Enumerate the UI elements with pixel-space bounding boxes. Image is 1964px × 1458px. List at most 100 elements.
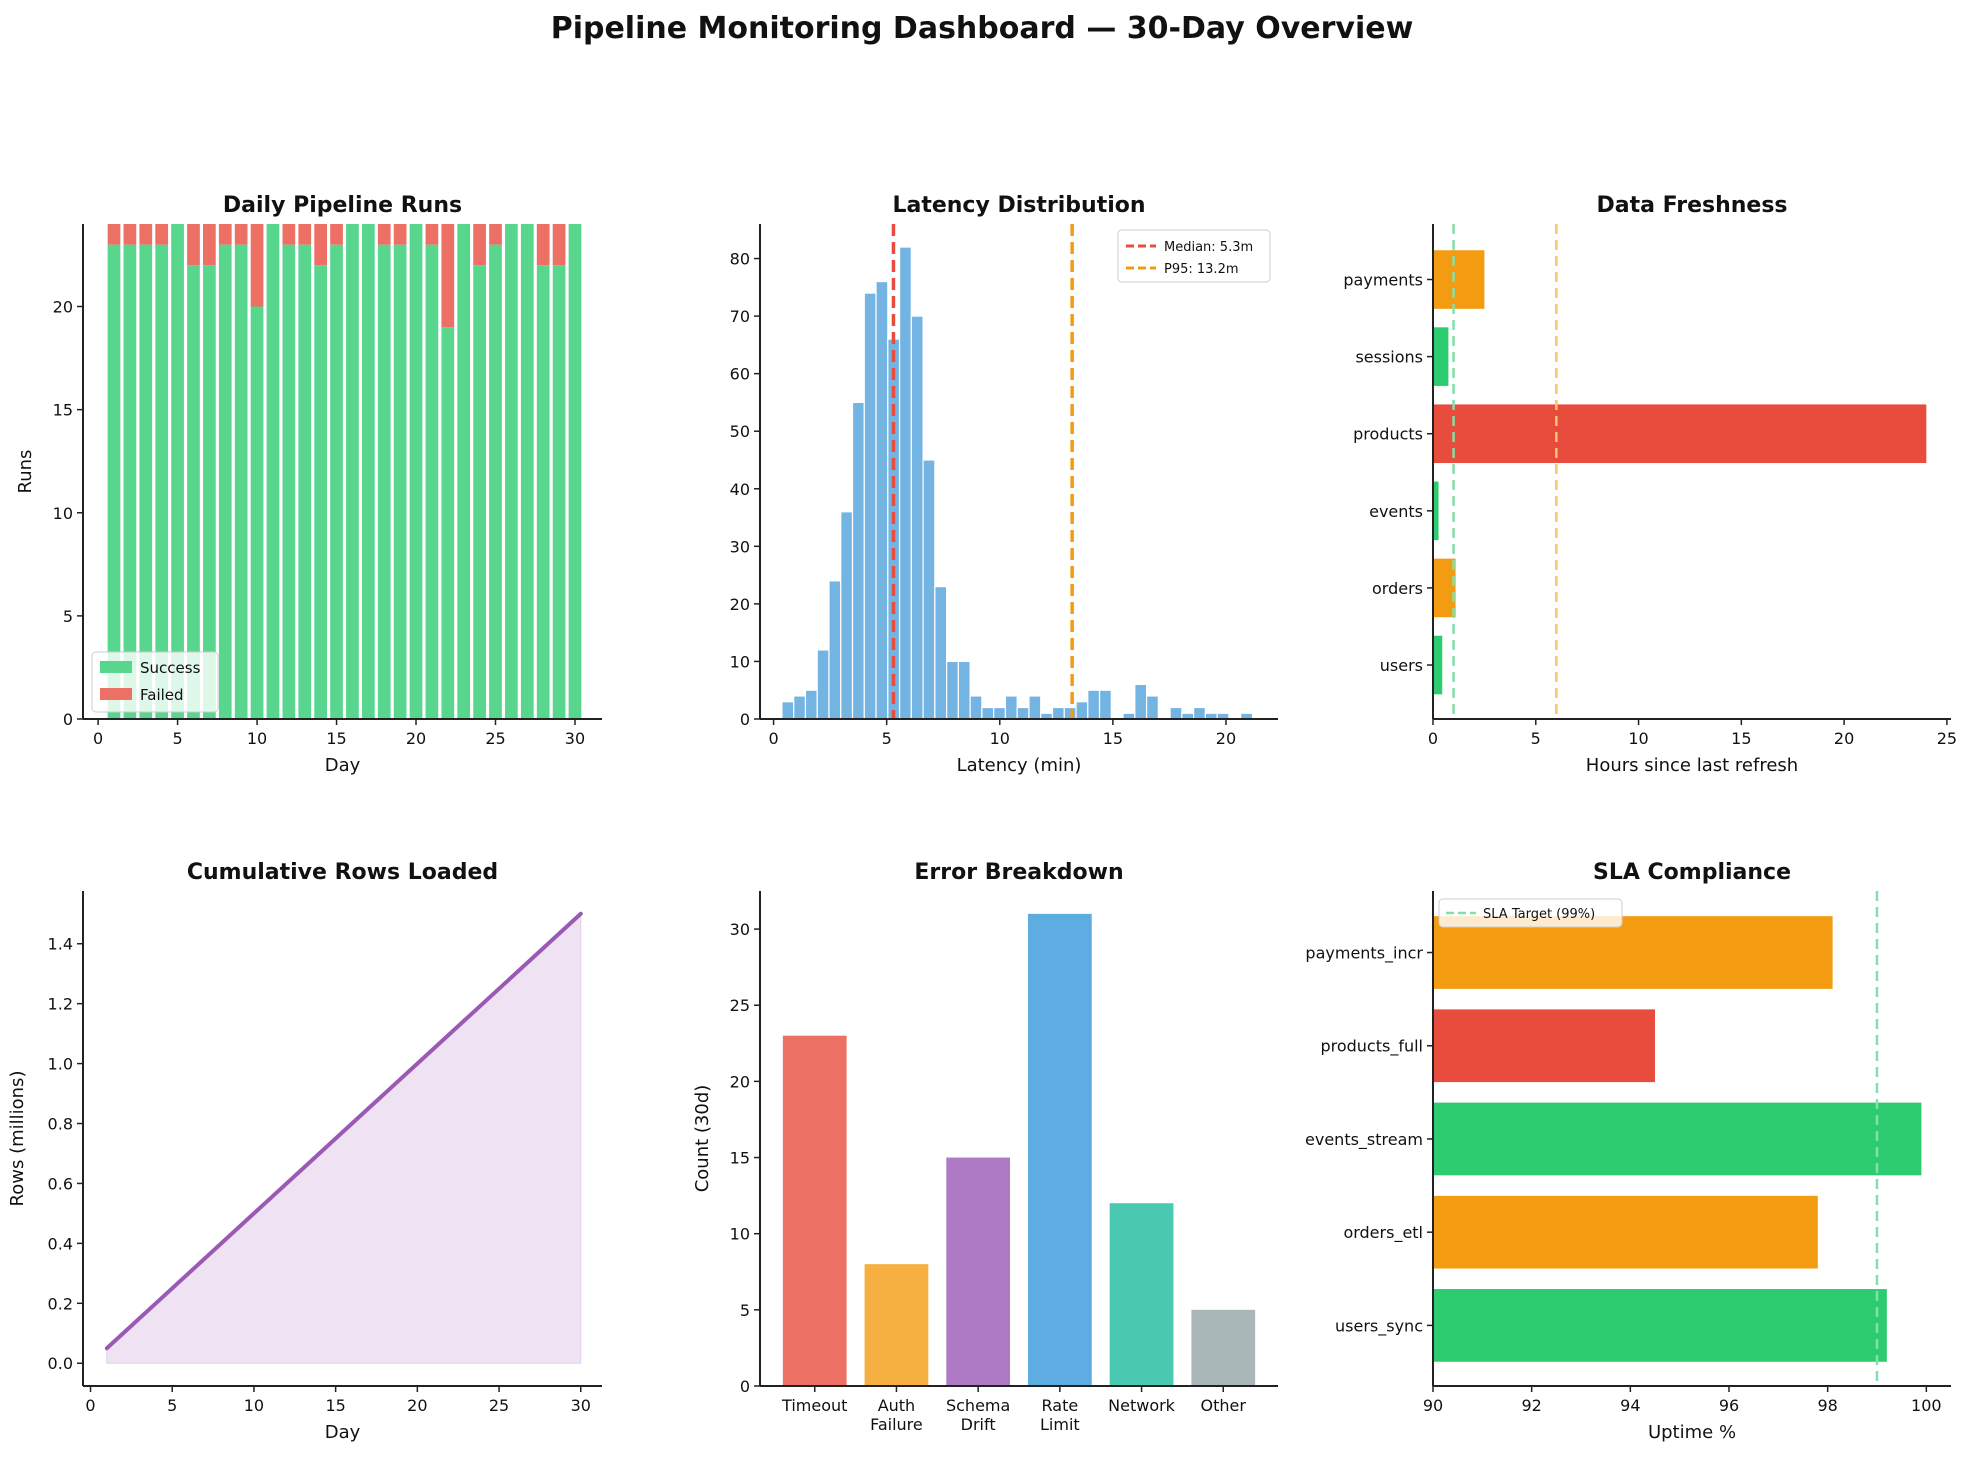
- y-axis-label: Count (30d): [692, 1085, 713, 1193]
- histogram-bar: [957, 660, 971, 720]
- histogram-bar: [851, 401, 865, 720]
- y-tick-label: 5: [63, 607, 73, 626]
- bar-success-day-14: [314, 265, 328, 719]
- panel-daily-pipeline-runs: 0 5 10 15 20 25 30 0 5 10 15 20 Daily Pipeline Runs D…: [15, 193, 602, 776]
- y-tick-label: 10: [53, 504, 73, 523]
- bar-events_stream: [1433, 1102, 1922, 1176]
- y-tick-label: 30: [730, 537, 750, 556]
- histogram-bar: [1134, 683, 1148, 720]
- x-tick-label: 10: [1628, 729, 1648, 748]
- bar-failed-day-21: [425, 224, 439, 245]
- y-tick-label: 0.2: [48, 1294, 73, 1313]
- panel-title: Cumulative Rows Loaded: [187, 860, 498, 885]
- x-category-label: Auth: [878, 1396, 916, 1415]
- y-category-label: events_stream: [1305, 1130, 1423, 1150]
- panel-title: Error Breakdown: [914, 860, 1123, 885]
- x-axis-label: Hours since last refresh: [1586, 755, 1798, 776]
- x-axis-label: Day: [325, 1422, 361, 1443]
- histogram-bar: [946, 660, 959, 720]
- histogram-bar: [793, 695, 807, 720]
- y-category-label: payments_incr: [1305, 944, 1423, 964]
- histogram-bar: [804, 689, 818, 720]
- bar-success-day-27: [520, 224, 534, 719]
- y-category-label: orders_etl: [1343, 1223, 1423, 1243]
- histogram-bar: [981, 706, 995, 720]
- x-tick-label: 25: [485, 729, 505, 748]
- bar-orders_etl: [1433, 1195, 1818, 1269]
- bar-success-day-3: [139, 244, 153, 719]
- histogram-bar: [1098, 689, 1112, 720]
- x-category-label: Network: [1108, 1396, 1176, 1415]
- bar-products: [1433, 404, 1927, 464]
- y-tick-label: 60: [730, 365, 750, 384]
- panel-cumulative-rows: 0 5 10 15 20 25 30 0.0 0.2 0.4 0.6 0.8 1.0 1.2 1.4 Cumu…: [7, 860, 602, 1443]
- y-tick-label: 80: [730, 250, 750, 269]
- bar-success-day-4: [155, 244, 169, 719]
- x-tick-label: 5: [1531, 729, 1541, 748]
- bar-failed-day-8: [218, 224, 232, 245]
- bar-failed-day-18: [377, 224, 391, 245]
- bar-success-day-6: [187, 265, 200, 719]
- x-axis-label: Day: [325, 755, 361, 776]
- bar-success-day-10: [250, 306, 264, 719]
- x-category-label: Limit: [1040, 1415, 1080, 1434]
- x-axis-label: Uptime %: [1648, 1422, 1736, 1443]
- x-tick-label: 30: [571, 1396, 591, 1415]
- dashboard-title: Pipeline Monitoring Dashboard — 30-Day O…: [551, 11, 1414, 46]
- bar-failed-day-2: [123, 224, 137, 245]
- bar-auth-failure: [864, 1264, 929, 1386]
- x-tick-label: 92: [1521, 1396, 1541, 1415]
- histogram-bar: [898, 246, 912, 720]
- y-tick-label: 70: [730, 307, 750, 326]
- y-tick-label: 10: [730, 1225, 750, 1244]
- panel-title: Data Freshness: [1596, 193, 1787, 218]
- y-axis-label: Rows (millions): [7, 1071, 28, 1207]
- y-tick-label: 50: [730, 422, 750, 441]
- y-tick-label: 0.8: [48, 1115, 73, 1134]
- bar-success-day-21: [425, 244, 439, 719]
- bar-failed-day-13: [298, 224, 312, 245]
- bar-failed-day-6: [187, 224, 200, 266]
- bar-payments_incr: [1433, 916, 1833, 989]
- x-tick-label: 10: [990, 729, 1010, 748]
- bar-success-day-1: [107, 244, 121, 719]
- x-tick-label: 10: [244, 1396, 264, 1415]
- y-tick-label: 1.4: [48, 935, 73, 954]
- bar-success-day-12: [282, 244, 296, 719]
- bar-failed-day-25: [489, 224, 502, 245]
- histogram-bar: [1193, 706, 1206, 720]
- x-tick-label: 0: [85, 1396, 95, 1415]
- histogram-bar: [1004, 695, 1018, 720]
- y-category-label: users_sync: [1335, 1316, 1423, 1336]
- bar-failed-day-10: [250, 224, 264, 307]
- panel-title: SLA Compliance: [1593, 860, 1791, 885]
- legend-swatch-failed: [100, 688, 132, 700]
- bar-failed-day-28: [536, 224, 550, 266]
- bar-network: [1109, 1203, 1174, 1386]
- bar-failed-day-3: [139, 224, 153, 245]
- x-category-label: Timeout: [781, 1396, 847, 1415]
- histogram-bar: [1087, 689, 1101, 720]
- y-tick-label: 0: [63, 710, 73, 729]
- x-tick-label: 5: [172, 729, 182, 748]
- y-category-label: products: [1353, 425, 1423, 444]
- panel-latency-distribution: 0 5 10 15 20 0 10 20 30 40 50 60 70 80 Latency Distrib…: [730, 193, 1278, 776]
- legend-swatch-success: [100, 661, 132, 673]
- x-tick-label: 94: [1620, 1396, 1640, 1415]
- bar-success-day-20: [409, 224, 423, 719]
- bar-success-day-18: [377, 244, 391, 719]
- x-tick-label: 100: [1911, 1396, 1942, 1415]
- bar-success-day-17: [361, 224, 375, 719]
- bar-payments: [1433, 250, 1485, 309]
- y-tick-label: 1.0: [48, 1055, 73, 1074]
- histogram-bar: [1075, 701, 1089, 720]
- cumulative-line: [104, 911, 583, 1351]
- y-tick-label: 20: [730, 1072, 750, 1091]
- bar-failed-day-24: [473, 224, 486, 266]
- bar-success-day-30: [568, 224, 582, 719]
- y-tick-label: 0.0: [48, 1354, 73, 1373]
- panel-title: Daily Pipeline Runs: [223, 193, 462, 218]
- bar-failed-day-19: [393, 224, 407, 245]
- x-category-label: Drift: [961, 1415, 996, 1434]
